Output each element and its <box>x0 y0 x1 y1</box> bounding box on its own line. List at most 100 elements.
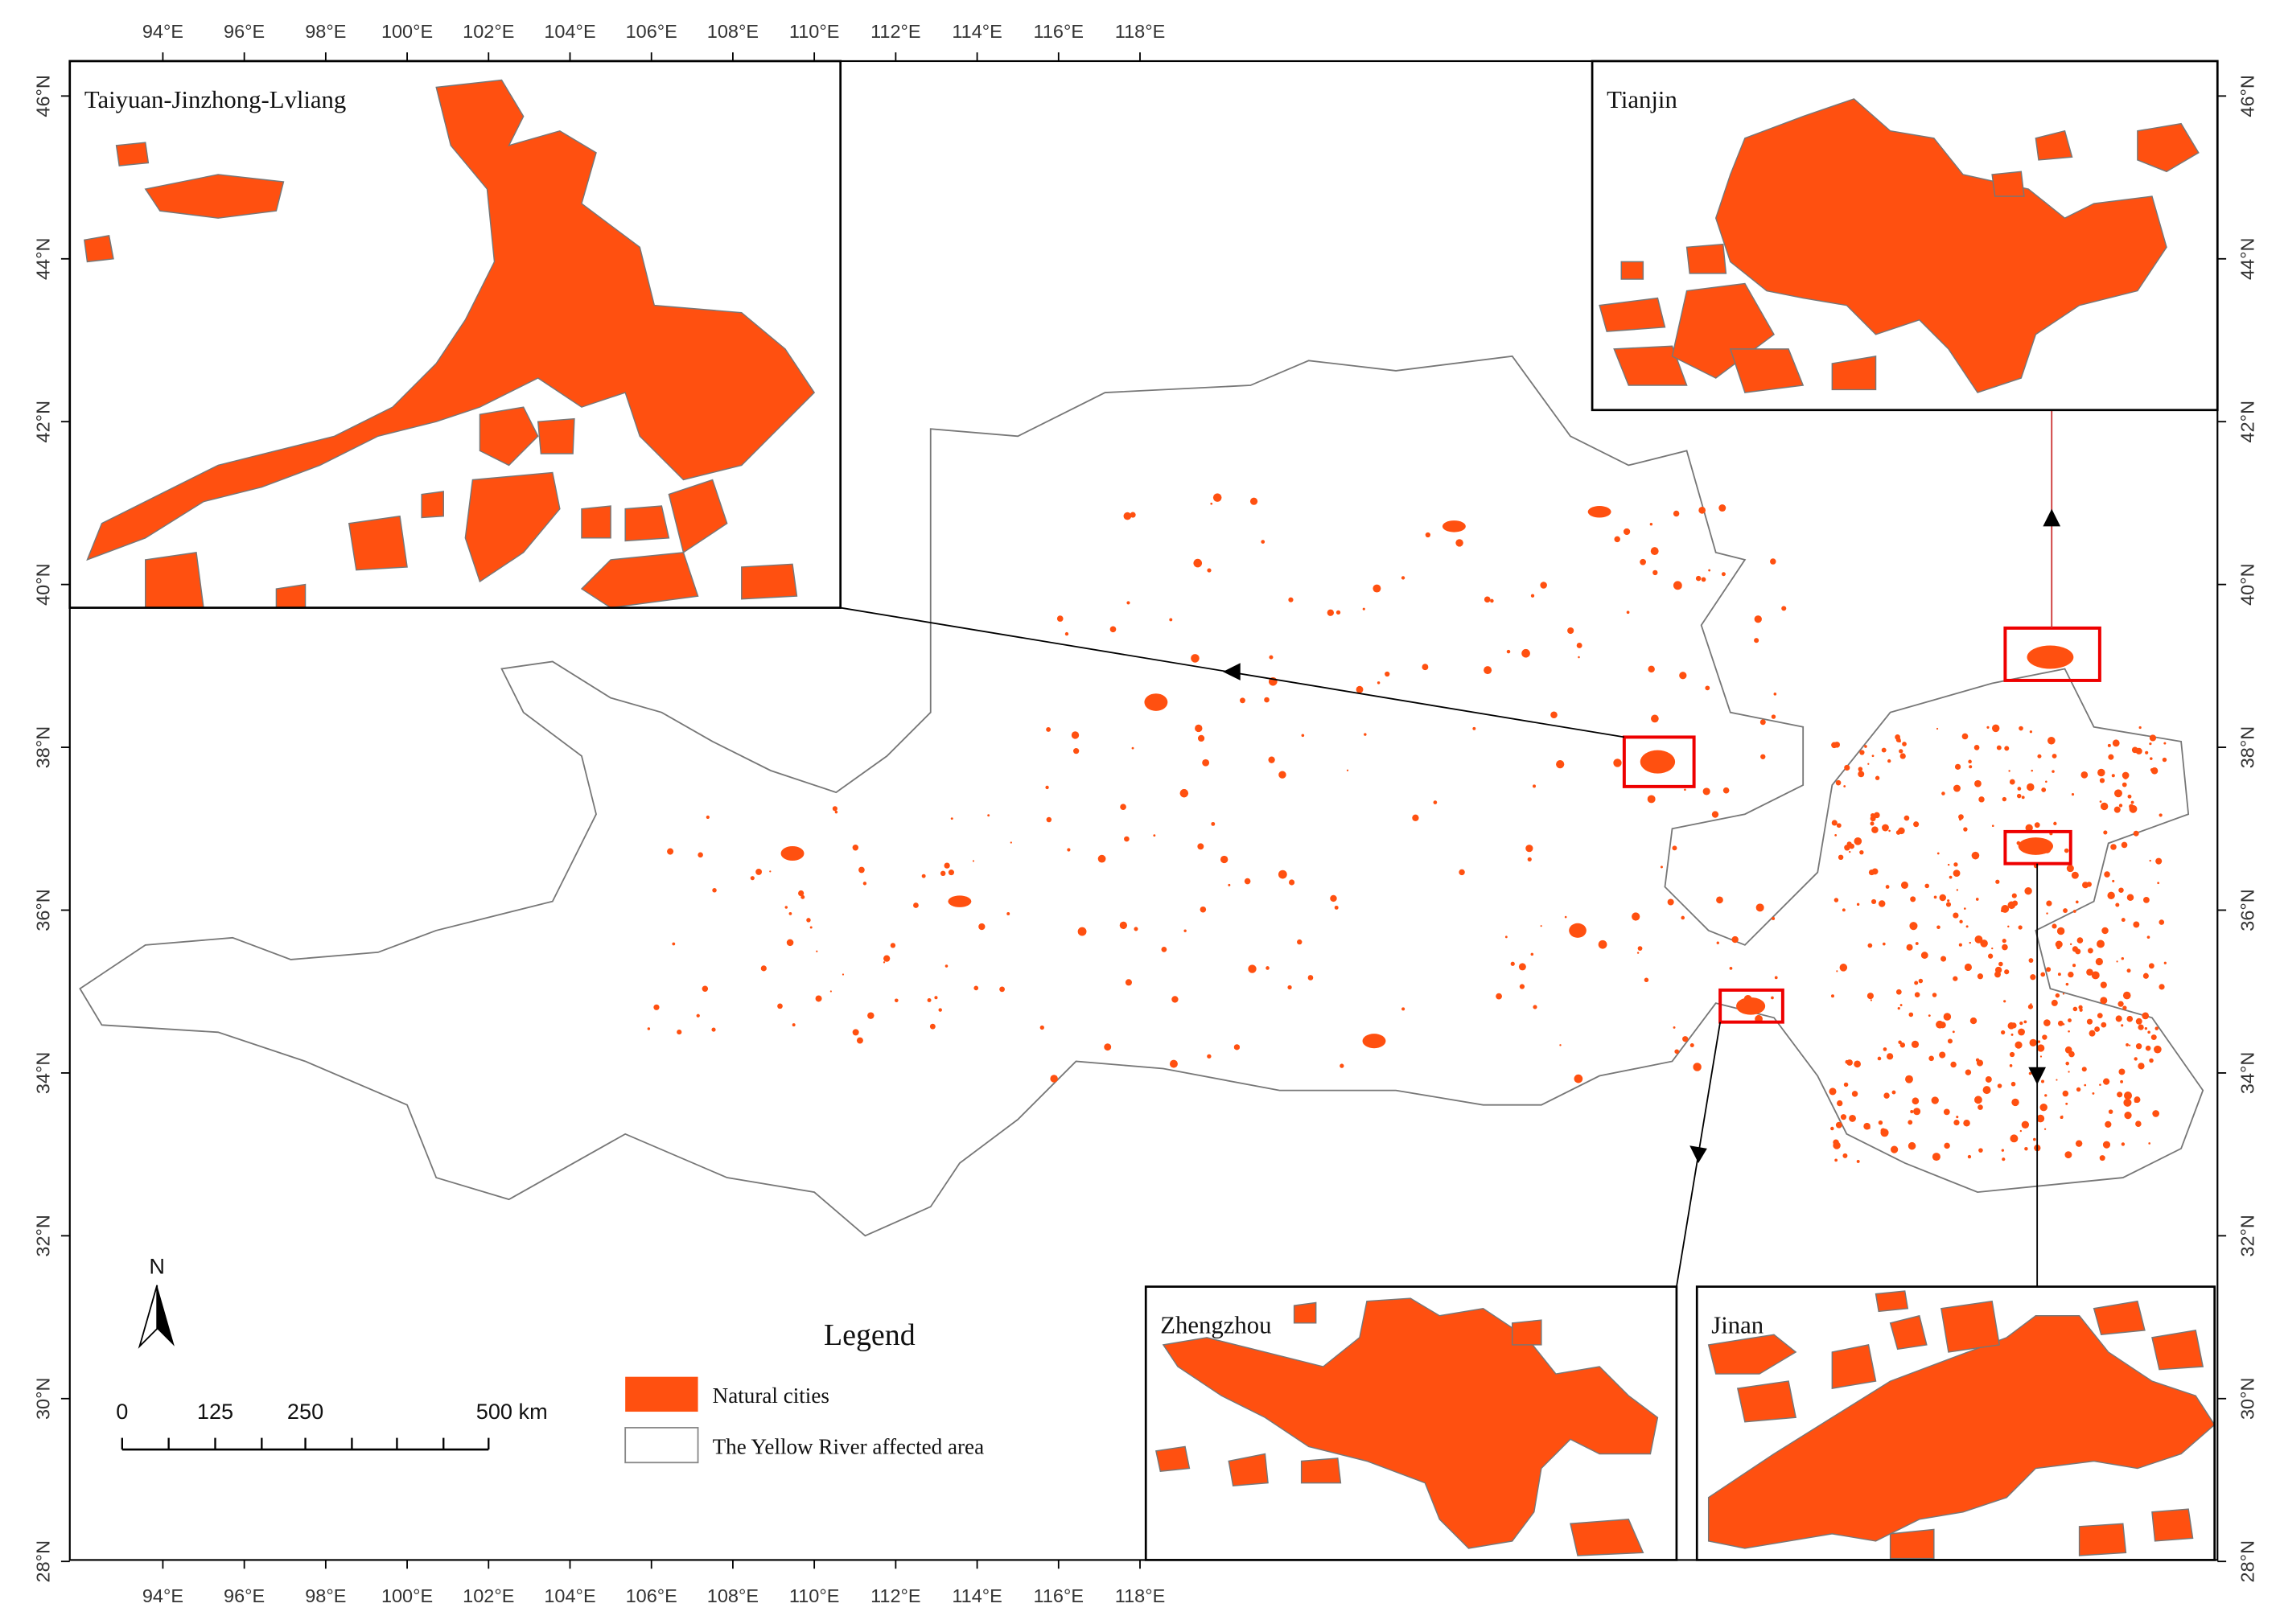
city <box>1640 558 1646 565</box>
city <box>883 955 891 962</box>
city <box>2159 813 2163 817</box>
city <box>1510 961 1515 966</box>
city <box>800 894 805 899</box>
city <box>1994 971 2001 978</box>
city <box>2120 1079 2124 1083</box>
city <box>1530 952 1534 956</box>
city <box>698 852 703 858</box>
city <box>1974 1096 1982 1104</box>
city <box>2154 1026 2159 1030</box>
city <box>2018 925 2023 930</box>
city <box>1831 820 1838 826</box>
lon-label: 108°E <box>707 1585 759 1606</box>
city <box>2072 1006 2078 1012</box>
city <box>1362 1034 1386 1049</box>
city <box>2016 793 2022 799</box>
arrow <box>1223 663 1241 680</box>
city <box>1833 742 1840 748</box>
city <box>1169 618 1173 622</box>
city <box>1340 1063 1344 1068</box>
city <box>2057 1020 2064 1026</box>
city <box>1770 558 1776 565</box>
city <box>2149 734 2157 742</box>
city <box>2009 1051 2015 1058</box>
city <box>2009 779 2015 785</box>
city <box>1373 584 1381 593</box>
city <box>1268 756 1275 763</box>
city-patch <box>1162 1297 1659 1549</box>
city-patch <box>1300 1457 1342 1484</box>
city <box>2060 1116 2064 1120</box>
city <box>927 998 932 1003</box>
city <box>2129 804 2134 809</box>
city <box>1830 994 1834 998</box>
city-patch <box>1155 1445 1191 1472</box>
city <box>2163 742 2167 745</box>
box-jinan <box>2003 829 2072 865</box>
lat-label: 40°N <box>32 563 53 605</box>
city <box>1556 759 1565 769</box>
inset-taiyuan: Taiyuan-Jinzhong-Lvliang <box>68 60 842 609</box>
city <box>2099 1083 2101 1086</box>
city <box>2124 1112 2132 1120</box>
city <box>2100 981 2107 989</box>
highlight-boxes <box>1622 626 2101 1024</box>
scale-label: 250 <box>287 1399 323 1424</box>
city <box>1913 1108 1921 1116</box>
city-patch <box>537 417 575 454</box>
city <box>1943 1013 1952 1021</box>
city <box>2101 1022 2107 1028</box>
city <box>1953 784 1961 792</box>
city <box>1504 935 1508 939</box>
city <box>1870 999 1873 1001</box>
city <box>788 912 792 915</box>
inset-border <box>1144 1285 1678 1561</box>
city <box>1125 979 1132 986</box>
city <box>1842 1153 1848 1158</box>
city <box>2138 1024 2144 1030</box>
city <box>1244 878 1251 885</box>
city-patch <box>86 79 816 561</box>
city <box>2104 871 2110 878</box>
city <box>2011 1098 2019 1107</box>
city <box>2097 939 2105 948</box>
city <box>2075 900 2079 904</box>
city <box>2149 1058 2154 1063</box>
inset-border <box>68 60 842 609</box>
city <box>1912 1097 1920 1105</box>
lat-label: 42°N <box>2237 401 2257 442</box>
city <box>1961 733 1969 740</box>
city <box>1269 655 1274 660</box>
city <box>1891 1145 1899 1153</box>
city <box>1682 1036 1689 1042</box>
lat-label: 28°N <box>2237 1540 2257 1582</box>
city <box>1947 863 1950 866</box>
city <box>1264 697 1270 703</box>
city <box>2146 935 2150 939</box>
city <box>1898 1040 1902 1044</box>
city <box>2087 948 2093 954</box>
city <box>1287 985 1292 990</box>
city <box>1673 510 1680 517</box>
lon-label: 98°E <box>305 1585 346 1606</box>
north-label: N <box>149 1253 165 1278</box>
city <box>2150 1034 2157 1041</box>
city <box>2027 645 2074 669</box>
box-tianjin <box>2003 626 2101 682</box>
city <box>2107 891 2115 900</box>
city <box>2094 1026 2101 1032</box>
city <box>2030 974 2036 981</box>
city <box>2159 984 2165 990</box>
lat-label: 46°N <box>32 75 53 117</box>
city <box>1130 512 1136 518</box>
lon-label: 94°E <box>142 21 183 42</box>
city <box>1969 1017 1978 1025</box>
city <box>2086 1018 2093 1025</box>
city <box>1967 1154 1972 1159</box>
city <box>1854 837 1862 845</box>
city <box>1963 827 1968 832</box>
city <box>2100 997 2108 1005</box>
city <box>1327 609 1334 616</box>
city <box>2064 1046 2072 1054</box>
city <box>1161 947 1167 952</box>
